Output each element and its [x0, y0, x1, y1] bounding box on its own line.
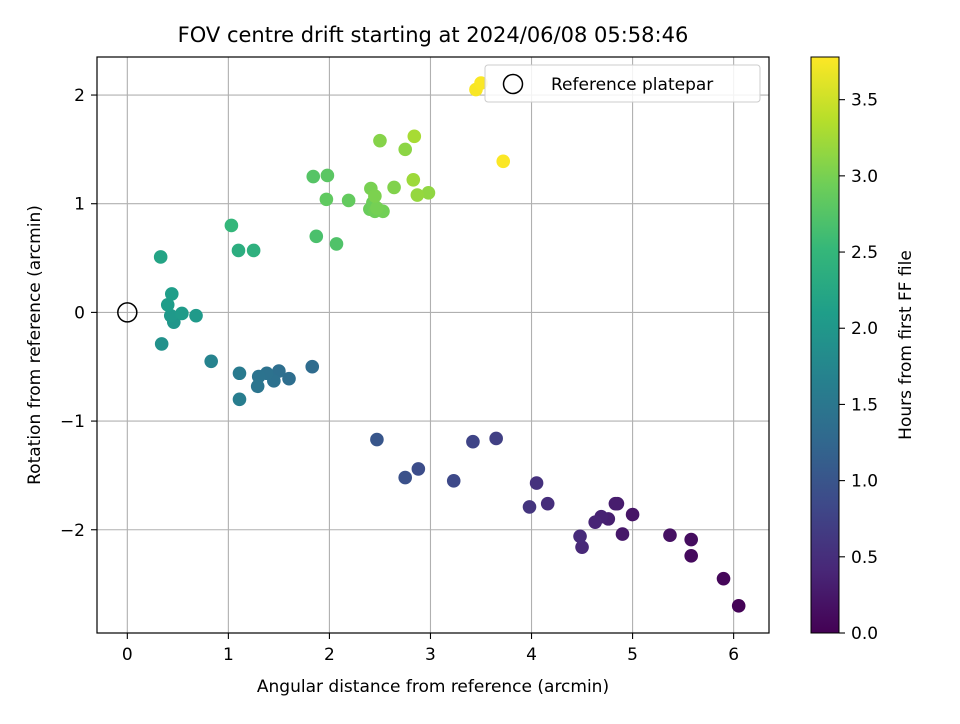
colorbar-tick-label: 3.0: [851, 167, 878, 187]
data-point: [496, 154, 511, 169]
data-point: [446, 474, 461, 488]
data-point: [204, 354, 218, 369]
x-tick-label: 0: [122, 645, 133, 665]
data-point: [407, 129, 422, 144]
data-point: [398, 142, 413, 157]
colorbar-tick-label: 2.0: [851, 319, 878, 339]
data-point: [246, 243, 261, 258]
x-axis-ticks: 0 1 2 3 4 5 6: [122, 633, 739, 665]
data-point: [615, 527, 630, 541]
legend-box: [484, 64, 761, 103]
x-tick-label: 4: [526, 645, 537, 665]
data-point: [373, 133, 387, 148]
data-point: [163, 308, 178, 323]
data-point: [466, 434, 480, 449]
data-point: [522, 500, 537, 514]
legend: Reference platepar: [484, 64, 761, 103]
data-point: [153, 250, 168, 264]
data-point: [282, 371, 296, 386]
x-tick-label: 2: [324, 645, 335, 665]
colorbar-tick-label: 3.5: [851, 91, 878, 111]
data-point: [474, 76, 488, 90]
plot-background: [97, 57, 769, 633]
data-point: [231, 243, 246, 258]
legend-entry-reference-platepar: Reference platepar: [551, 75, 713, 95]
legend-marker: [502, 73, 524, 95]
data-point: [164, 287, 179, 301]
data-point: [160, 297, 175, 312]
data-point: [716, 571, 731, 586]
reference-platepar-marker: [117, 302, 138, 323]
colorbar-ticks: 0.0 0.5 1.0 1.5 2.0 2.5 3.0 3.5: [839, 91, 878, 644]
data-point: [250, 379, 265, 394]
data-point: [319, 192, 334, 207]
data-point: [421, 186, 436, 200]
data-point: [540, 496, 555, 511]
data-point: [489, 431, 503, 446]
data-point: [309, 229, 324, 244]
data-point: [731, 599, 746, 613]
x-tick-label: 5: [627, 645, 638, 665]
colorbar-tick-label: 1.5: [851, 395, 878, 415]
colorbar-tick-label: 1.0: [851, 472, 878, 492]
x-tick-label: 6: [728, 645, 739, 665]
y-tick-label: −2: [60, 521, 85, 541]
plot-frame: [96, 56, 770, 634]
y-tick-label: −1: [60, 412, 85, 432]
chart-title: FOV centre drift starting at 2024/06/08 …: [178, 23, 689, 47]
data-point: [232, 392, 247, 407]
data-point: [305, 359, 320, 374]
data-point: [684, 549, 698, 563]
colorbar-tick-label: 2.5: [851, 243, 878, 263]
colorbar-gradient: [810, 56, 840, 634]
data-point: [575, 540, 589, 554]
y-axis-label: Rotation from reference (arcmin): [25, 205, 45, 485]
colorbar-label: Hours from first FF file: [896, 250, 916, 440]
y-tick-label: 0: [74, 303, 85, 323]
data-point: [406, 173, 421, 187]
y-tick-label: 2: [74, 86, 85, 106]
data-point: [398, 470, 413, 485]
data-point: [608, 496, 623, 511]
data-point: [341, 193, 356, 208]
data-point: [411, 462, 426, 476]
data-point: [410, 188, 425, 202]
plot-area: 0 1 2 3 4 5 6 −2 −1 0 1 2: [60, 56, 770, 665]
grid-lines: [97, 57, 769, 633]
colorbar-tick-label: 0.0: [851, 624, 878, 644]
data-point: [529, 476, 544, 490]
y-tick-label: 1: [74, 195, 85, 215]
data-point: [625, 507, 640, 522]
data-point: [387, 180, 401, 195]
data-point: [368, 189, 382, 203]
colorbar-tick-label: 0.5: [851, 548, 878, 568]
data-point: [684, 532, 698, 547]
data-point: [588, 515, 602, 529]
data-point: [573, 529, 587, 544]
data-point: [370, 432, 384, 447]
data-point: [224, 218, 239, 233]
colorbar: 0.0 0.5 1.0 1.5 2.0 2.5 3.0 3.5 Hours from firs…: [810, 56, 916, 644]
x-tick-label: 1: [223, 645, 234, 665]
data-point: [329, 237, 344, 251]
data-point: [320, 168, 335, 183]
x-axis-label: Angular distance from reference (arcmin): [257, 677, 609, 697]
data-point: [306, 169, 321, 184]
data-point: [251, 369, 266, 384]
scatter-points: [153, 76, 746, 613]
x-tick-label: 3: [425, 645, 436, 665]
data-point: [175, 306, 189, 321]
data-point: [663, 528, 677, 542]
y-axis-ticks: −2 −1 0 1 2: [60, 86, 97, 541]
data-point: [154, 337, 169, 351]
data-point: [232, 366, 247, 381]
data-point: [189, 308, 203, 323]
data-point: [370, 201, 384, 215]
